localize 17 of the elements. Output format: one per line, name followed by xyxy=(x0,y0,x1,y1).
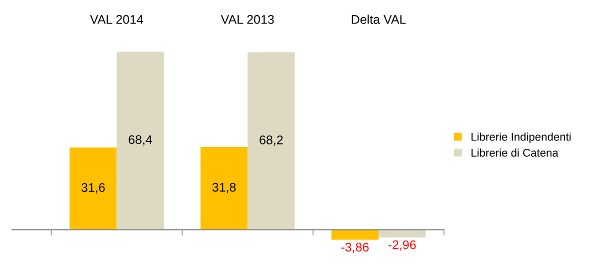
data-label: 68,4 xyxy=(128,135,152,146)
bar xyxy=(378,230,426,238)
bar xyxy=(248,52,295,230)
data-label: 68,2 xyxy=(260,135,283,146)
legend-label: Librerie Indipendenti xyxy=(472,132,571,143)
bar xyxy=(70,147,117,230)
data-label: 31,6 xyxy=(81,183,105,194)
x-tick-label: VAL 2014 xyxy=(90,15,144,24)
data-label: 31,8 xyxy=(212,182,236,194)
bar xyxy=(116,52,164,230)
bar xyxy=(200,146,248,230)
bar xyxy=(331,230,379,240)
data-label: -2,96 xyxy=(388,240,416,251)
x-tick-label: Delta VAL xyxy=(352,14,406,24)
x-tick-label: VAL 2013 xyxy=(220,15,274,24)
legend-label: Librerie di Catena xyxy=(472,148,558,157)
data-label: -3,86 xyxy=(341,242,369,254)
